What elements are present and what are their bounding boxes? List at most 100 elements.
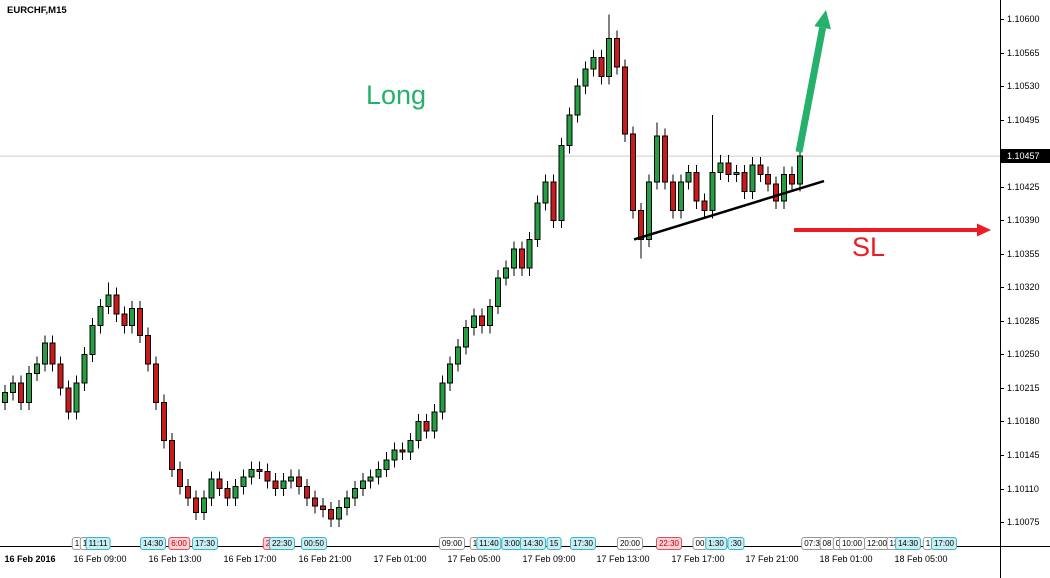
candle bbox=[677, 174, 684, 219]
candle bbox=[335, 500, 342, 527]
event-marker-badge: 22:30 bbox=[268, 537, 296, 550]
price-axis[interactable]: 1.10457 1.10600 1.10565 1.10530 1.10495 1.10… bbox=[1000, 0, 1050, 546]
price-tick-mark bbox=[1000, 354, 1004, 356]
candle bbox=[765, 166, 772, 192]
candle bbox=[550, 174, 557, 228]
price-tick-mark bbox=[1000, 320, 1004, 322]
price-tick-label: 1.10110 bbox=[1007, 483, 1039, 494]
price-tick-label: 1.10285 bbox=[1007, 315, 1040, 326]
time-tick-label: 17 Feb 17:00 bbox=[671, 554, 725, 564]
candle bbox=[121, 306, 128, 334]
candle bbox=[725, 155, 732, 182]
candle bbox=[320, 498, 326, 518]
candle bbox=[296, 469, 303, 495]
candle bbox=[717, 155, 724, 181]
candle bbox=[89, 318, 96, 363]
candle bbox=[638, 203, 644, 259]
candle bbox=[542, 174, 549, 211]
price-tick-mark bbox=[1000, 220, 1004, 222]
event-marker-badge: 11:11 bbox=[85, 537, 111, 550]
time-tick-label: 17 Feb 09:00 bbox=[522, 554, 576, 564]
price-tick-label: 1.10320 bbox=[1007, 282, 1040, 293]
trendline[interactable] bbox=[633, 179, 825, 241]
price-tick-mark bbox=[1000, 421, 1004, 423]
candle bbox=[97, 298, 104, 334]
news-event-marker-row: 1111:1114:306:0017:30222:3000:5009:00111… bbox=[0, 537, 1000, 551]
event-marker-badge: :30 bbox=[727, 537, 745, 550]
candle bbox=[463, 319, 470, 355]
event-marker-badge: 11:40 bbox=[476, 537, 502, 550]
current-price-label: 1.10457 bbox=[1001, 149, 1050, 164]
candle bbox=[789, 166, 796, 192]
candle bbox=[486, 298, 493, 334]
candle bbox=[351, 480, 358, 506]
candle bbox=[494, 270, 501, 315]
price-tick-label: 1.10180 bbox=[1007, 416, 1040, 427]
price-tick-label: 1.10215 bbox=[1007, 382, 1040, 393]
candle bbox=[232, 478, 239, 506]
candle bbox=[176, 461, 183, 495]
candle bbox=[240, 469, 247, 495]
price-tick-label: 1.10425 bbox=[1007, 181, 1040, 192]
candle bbox=[327, 501, 334, 527]
candle bbox=[113, 287, 120, 322]
candle bbox=[49, 335, 56, 372]
candle bbox=[192, 490, 199, 521]
candle bbox=[781, 166, 788, 209]
candle bbox=[653, 122, 660, 190]
event-marker-badge: 14:30 bbox=[894, 537, 922, 550]
candle bbox=[359, 473, 366, 497]
candle bbox=[733, 164, 740, 182]
time-tick-label: 16 Feb 2016 bbox=[4, 554, 56, 564]
time-tick-label: 17 Feb 21:00 bbox=[745, 554, 799, 564]
candle bbox=[407, 432, 414, 460]
candle bbox=[153, 356, 160, 410]
candle bbox=[773, 176, 780, 209]
candle bbox=[256, 461, 263, 479]
candle bbox=[471, 308, 478, 336]
price-tick-label: 1.10565 bbox=[1007, 47, 1040, 58]
time-tick-label: 16 Feb 21:00 bbox=[298, 554, 352, 564]
stop-loss-annotation[interactable]: SL bbox=[852, 232, 886, 262]
price-tick-label: 1.10495 bbox=[1007, 114, 1040, 125]
long-annotation[interactable]: Long bbox=[366, 80, 427, 110]
event-marker-badge: 1:30 bbox=[705, 537, 727, 550]
event-marker-badge: 14:30 bbox=[519, 537, 547, 550]
candle bbox=[455, 339, 462, 372]
candle bbox=[566, 107, 573, 154]
price-tick-label: 1.10600 bbox=[1007, 14, 1040, 25]
candle bbox=[749, 157, 756, 200]
candle bbox=[590, 49, 597, 77]
event-marker-badge: 09:00 bbox=[438, 537, 466, 550]
event-marker-badge: 00:50 bbox=[300, 537, 328, 550]
candle bbox=[669, 174, 676, 219]
time-axis[interactable]: 16 Feb 2016 16 Feb 09:00 16 Feb 13:00 16 Fe… bbox=[0, 549, 1000, 577]
candle bbox=[518, 241, 525, 276]
price-tick-mark bbox=[1000, 455, 1004, 456]
candle bbox=[423, 413, 430, 439]
candle bbox=[431, 404, 438, 439]
event-marker-badge: 15 bbox=[546, 537, 562, 550]
time-tick-label: 17 Feb 01:00 bbox=[373, 554, 427, 564]
candle bbox=[272, 473, 279, 497]
price-tick-label: 1.10145 bbox=[1007, 450, 1040, 460]
time-tick-label: 18 Feb 01:00 bbox=[819, 554, 873, 564]
candle bbox=[574, 78, 581, 123]
event-marker-badge: 17:00 bbox=[930, 537, 958, 550]
price-tick-mark bbox=[1000, 287, 1004, 289]
candle bbox=[415, 413, 422, 449]
long-arrow[interactable] bbox=[795, 27, 827, 153]
price-tick-label: 1.10355 bbox=[1007, 248, 1040, 259]
time-tick-label: 16 Feb 17:00 bbox=[223, 554, 277, 564]
candle bbox=[614, 30, 621, 75]
candle bbox=[343, 490, 350, 516]
candle bbox=[502, 260, 509, 286]
candle bbox=[9, 375, 16, 401]
candle bbox=[184, 478, 191, 506]
candle bbox=[375, 461, 382, 485]
candlestick-chart[interactable] bbox=[0, 0, 1000, 546]
event-marker-badge: 20:00 bbox=[616, 537, 644, 550]
candle bbox=[582, 61, 589, 94]
candle bbox=[661, 128, 668, 190]
